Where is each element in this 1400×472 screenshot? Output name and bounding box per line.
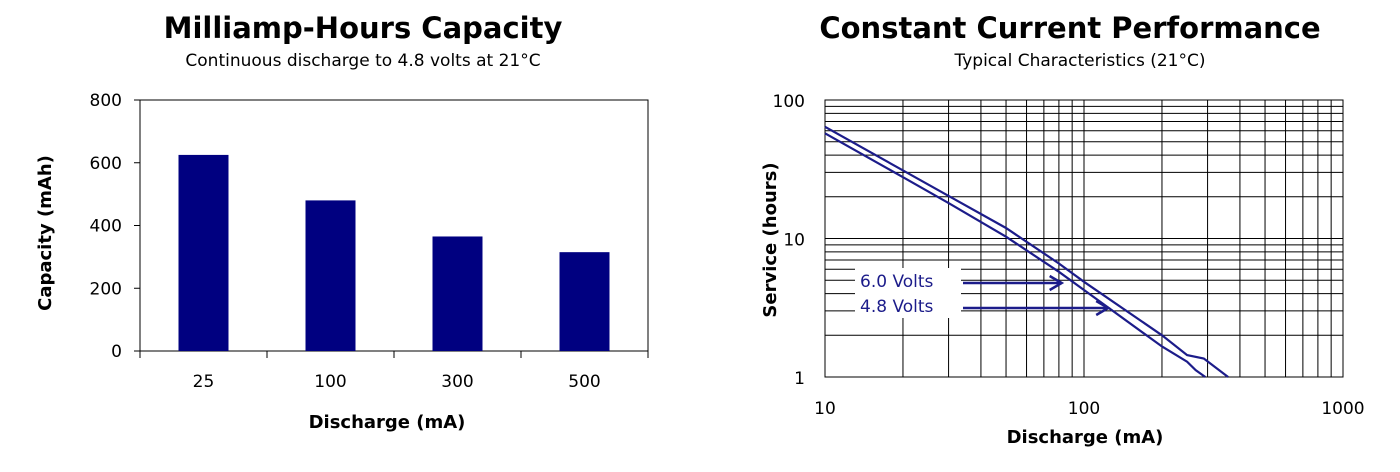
y-tick-label: 100: [773, 92, 805, 112]
chart-subtitle: Continuous discharge to 4.8 volts at 21°…: [185, 51, 540, 71]
x-tick-label: 10: [814, 399, 836, 419]
chart-title: Constant Current Performance: [819, 11, 1320, 45]
annotation-label: 6.0 Volts: [860, 272, 934, 292]
y-axis-title: Capacity (mAh): [35, 155, 56, 311]
x-tick-label: 100: [314, 372, 346, 392]
bar: [178, 154, 229, 351]
bar: [432, 236, 483, 351]
y-axis-title: Service (hours): [760, 162, 781, 317]
x-axis-title: Discharge (mA): [1007, 427, 1164, 448]
y-tick-label: 200: [90, 279, 122, 299]
capacity-chart: Milliamp-Hours Capacity Continuous disch…: [35, 11, 649, 433]
x-tick-label: 25: [193, 372, 215, 392]
x-tick-label: 500: [568, 372, 600, 392]
bar: [559, 252, 610, 351]
x-tick-label: 100: [1068, 399, 1100, 419]
label-background: [855, 268, 961, 318]
plot-area: [824, 99, 1344, 378]
annotation-label: 4.8 Volts: [860, 297, 934, 317]
series-line-48volts: [824, 125, 1229, 378]
performance-chart: Constant Current Performance Typical Cha…: [760, 11, 1365, 448]
bar: [305, 200, 356, 351]
y-tick-label: 0: [111, 342, 122, 362]
chart-title: Milliamp-Hours Capacity: [164, 11, 563, 45]
x-axis-title: Discharge (mA): [309, 412, 466, 433]
series-line-60volts: [824, 132, 1206, 378]
chart-subtitle: Typical Characteristics (21°C): [954, 51, 1206, 71]
y-tick-label: 800: [90, 91, 122, 111]
y-tick-label: 600: [90, 154, 122, 174]
arrowhead-icon: [1095, 299, 1111, 317]
y-tick-label: 10: [783, 231, 805, 251]
arrowhead-icon: [1049, 274, 1065, 292]
x-tick-label: 300: [441, 372, 473, 392]
y-tick-label: 1: [794, 369, 805, 389]
y-tick-label: 400: [90, 217, 122, 237]
x-tick-label: 1000: [1321, 399, 1364, 419]
